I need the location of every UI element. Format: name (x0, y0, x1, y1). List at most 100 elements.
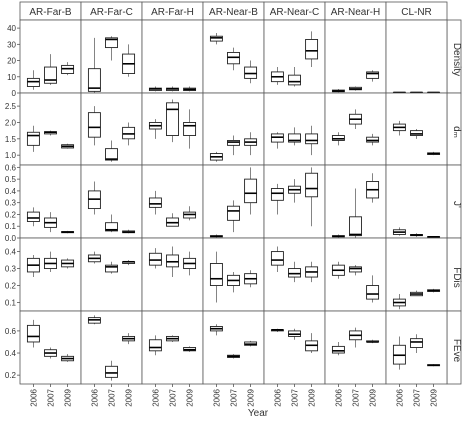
y-tick-label: 20 (7, 57, 16, 66)
box-body (183, 122, 197, 136)
box-2007 (349, 86, 362, 91)
box-body (288, 74, 301, 86)
box-2007 (44, 54, 57, 85)
box-2009 (244, 60, 258, 84)
x-tick-label: 2007 (413, 388, 422, 406)
box-2006 (148, 86, 162, 92)
box-2009 (61, 258, 75, 269)
box-2006 (331, 234, 345, 238)
row-label: FDis (451, 267, 462, 288)
box-2006 (87, 251, 101, 264)
box-2009 (61, 230, 75, 234)
box-2006 (87, 181, 101, 215)
box-2007 (105, 360, 118, 381)
box-2009 (183, 346, 197, 352)
box-2006 (148, 335, 162, 356)
box-2009 (366, 133, 380, 146)
panel-frame (141, 19, 204, 94)
x-tick-label: 2009 (186, 388, 195, 406)
y-tick-label: 10 (7, 73, 16, 82)
box-body (366, 285, 380, 300)
box-2009 (427, 151, 441, 156)
box-2009 (122, 122, 136, 146)
box-2007 (44, 347, 57, 359)
box-2007 (288, 67, 301, 87)
x-tick-label: 2009 (247, 388, 256, 406)
box-body (26, 324, 40, 343)
box-2006 (270, 246, 284, 272)
box-2009 (244, 340, 258, 347)
box-body (305, 172, 319, 198)
box-body (166, 254, 179, 268)
box-2006 (26, 254, 40, 278)
y-tick-label: 1.5 (5, 135, 17, 144)
box-body (349, 266, 362, 273)
x-tick-label: 2009 (125, 388, 134, 406)
box-body (227, 140, 240, 146)
x-tick-label: 2006 (151, 388, 160, 406)
y-tick-label: 30 (7, 40, 16, 49)
box-body (148, 197, 162, 208)
box-2006 (209, 32, 223, 45)
box-2009 (183, 86, 197, 92)
y-tick-label: 0 (12, 89, 17, 98)
box-2009 (366, 70, 380, 82)
x-tick-label: 2006 (273, 388, 282, 406)
y-tick-label: 0.2 (5, 371, 17, 380)
box-2007 (288, 127, 301, 146)
row-label: FEve (451, 339, 462, 363)
box-body (44, 66, 57, 84)
box-2006 (270, 328, 284, 333)
box-2006 (148, 248, 162, 269)
x-tick-label: 2009 (64, 388, 73, 406)
y-tick-label: 0.1 (5, 299, 17, 308)
y-tick-label: 0.2 (5, 282, 17, 291)
box-2009 (305, 31, 319, 68)
box-2007 (44, 251, 57, 272)
box-body (270, 133, 284, 143)
box-2009 (122, 333, 136, 345)
y-tick-label: 0.6 (5, 327, 17, 336)
box-2007 (410, 129, 423, 139)
box-body (288, 268, 301, 278)
box-2007 (227, 354, 240, 359)
x-tick-label: 2006 (395, 388, 404, 406)
x-tick-label: 2009 (369, 388, 378, 406)
row-label: J' (451, 201, 462, 208)
box-2006 (26, 319, 40, 348)
box-2009 (122, 229, 136, 234)
box-body (366, 136, 380, 143)
y-tick-label: 2.5 (5, 102, 17, 111)
box-body (105, 365, 118, 378)
box-2006 (209, 151, 223, 162)
box-2006 (209, 324, 223, 336)
x-tick-label: 2009 (308, 388, 317, 406)
box-body (244, 178, 258, 204)
box-body (26, 131, 40, 146)
box-2006 (87, 106, 101, 146)
box-2009 (183, 206, 197, 221)
box-body (87, 112, 101, 138)
box-2006 (270, 67, 284, 85)
column-label: AR-Near-C (270, 7, 319, 18)
y-tick-label: 0.1 (5, 222, 17, 231)
box-body (244, 66, 258, 79)
box-2007 (227, 47, 240, 71)
box-2007 (349, 109, 362, 129)
box-2007 (410, 233, 423, 237)
panel-frame (80, 237, 143, 312)
box-body (270, 188, 284, 201)
x-tick-label: 2007 (108, 388, 117, 406)
box-body (26, 211, 40, 222)
box-2009 (122, 44, 136, 77)
box-2007 (166, 86, 179, 92)
y-tick-label: 0.4 (5, 248, 17, 257)
x-tick-label: 2007 (230, 388, 239, 406)
row-label: dₘ (451, 126, 462, 138)
box-body (305, 39, 319, 60)
box-2007 (410, 290, 423, 297)
box-body (305, 133, 319, 145)
x-tick-label: 2006 (334, 388, 343, 406)
box-2006 (148, 190, 162, 215)
box-body (105, 37, 118, 49)
